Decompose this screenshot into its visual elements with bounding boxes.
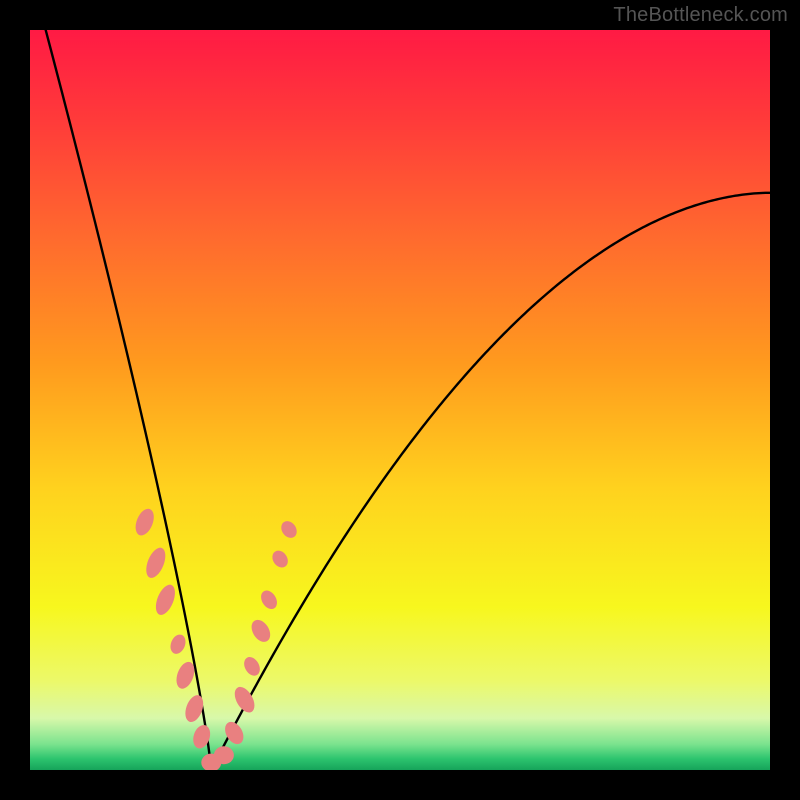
chart-container: TheBottleneck.com [0, 0, 800, 800]
curve-marker [214, 746, 234, 764]
plot-background [30, 30, 770, 770]
bottleneck-chart [0, 0, 800, 800]
watermark-text: TheBottleneck.com [613, 4, 788, 27]
